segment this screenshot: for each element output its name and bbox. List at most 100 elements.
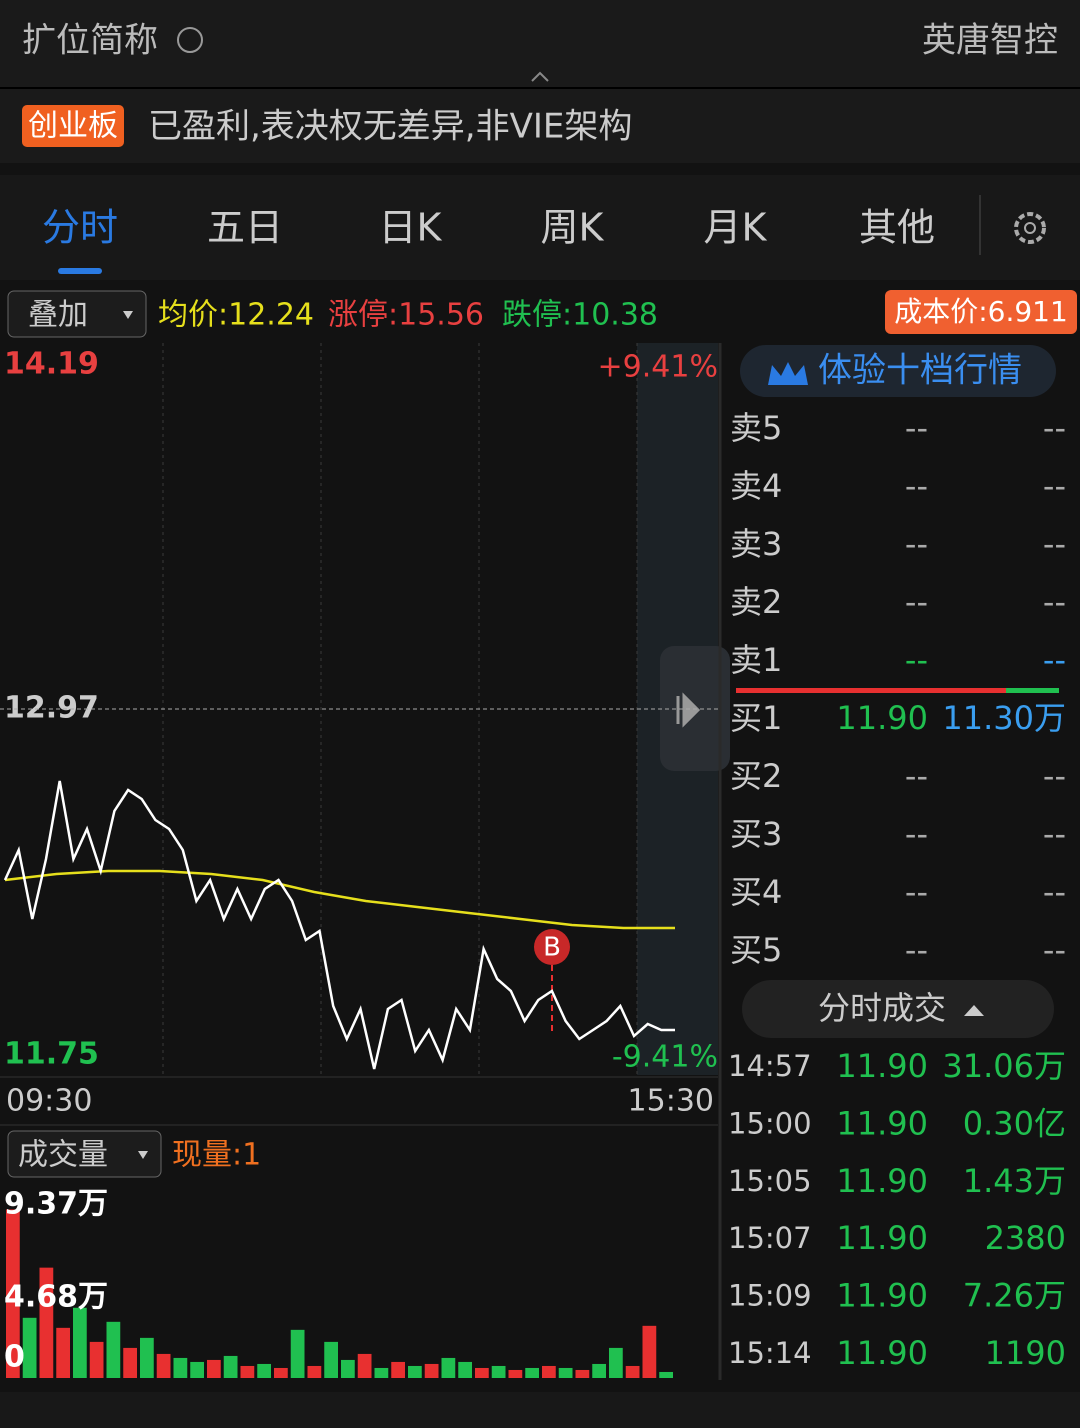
trade-volume: 31.06万 [942, 1047, 1066, 1085]
volume-bar [73, 1307, 87, 1378]
volume-bar [89, 1341, 104, 1378]
volume-bar [542, 1365, 556, 1378]
volume-bar [173, 1357, 188, 1378]
book-level: 买1 [730, 699, 782, 737]
volume-bar [475, 1367, 489, 1378]
cost-price: 成本价:6.911 [894, 295, 1068, 328]
tab[interactable]: 日K [379, 206, 443, 250]
book-volume: -- [1043, 583, 1066, 621]
book-level: 买5 [730, 931, 782, 969]
volume-bar [424, 1363, 439, 1378]
book-price: -- [905, 583, 928, 621]
volume-bar [508, 1369, 523, 1378]
volume-bar [558, 1367, 573, 1378]
y-tick-label: 0 [4, 1340, 25, 1375]
trade-volume: 1190 [985, 1334, 1066, 1372]
trade-price: 11.90 [836, 1162, 928, 1200]
volume-bar [592, 1363, 606, 1378]
volume-bar [257, 1363, 271, 1378]
volume-bar [190, 1361, 204, 1378]
volume-bar [659, 1371, 673, 1378]
trade-time: 15:05 [728, 1164, 812, 1198]
volume-bar [609, 1347, 623, 1378]
volume-bar [408, 1365, 422, 1378]
volume-bar [324, 1341, 338, 1378]
sort-icon [964, 1005, 984, 1016]
trade-marker[interactable] [534, 929, 570, 965]
book-volume: -- [1043, 873, 1066, 911]
volume-bar [223, 1355, 238, 1378]
book-volume: -- [1043, 467, 1066, 505]
board-label: 创业板 [28, 109, 118, 144]
price-line [3, 780, 675, 1070]
volume-bar [156, 1353, 171, 1378]
board-badge [22, 105, 124, 147]
trade-volume: 7.26万 [963, 1277, 1066, 1315]
book-price: -- [905, 815, 928, 853]
book-price: -- [905, 931, 928, 969]
volume-bar [391, 1361, 405, 1378]
tab[interactable]: 分时 [42, 206, 118, 250]
trades-title: 分时成交 [818, 989, 946, 1027]
tab[interactable]: 其他 [859, 206, 935, 250]
y-tick-label: 9.37万 [4, 1187, 108, 1222]
volume-select[interactable] [7, 1130, 162, 1178]
volume-bar [441, 1357, 456, 1378]
book-volume: -- [1043, 931, 1066, 969]
volume-bar [341, 1359, 355, 1378]
book-price: -- [905, 525, 928, 563]
tabs-bg [0, 175, 1080, 280]
upgrade-banner[interactable] [740, 345, 1056, 397]
book-price: -- [905, 873, 928, 911]
volume-bar [22, 1317, 37, 1378]
book-level: 买2 [730, 757, 782, 795]
book-volume: -- [1043, 757, 1066, 795]
overlay-select[interactable] [7, 290, 147, 338]
tab-underline [58, 268, 102, 274]
trade-volume: 1.43万 [963, 1162, 1066, 1200]
trade-price: 11.90 [836, 1277, 928, 1315]
book-volume: -- [1043, 641, 1066, 679]
tab[interactable]: 五日 [207, 206, 283, 250]
volume-bar [56, 1327, 70, 1378]
book-price: -- [905, 757, 928, 795]
volume-bar [207, 1359, 221, 1378]
stock-description: 已盈利,表决权无差异,非VIE架构 [148, 107, 632, 147]
volume-bar [575, 1369, 590, 1378]
pct-top: +9.41% [598, 350, 718, 385]
tab[interactable]: 周K [541, 206, 605, 250]
y-tick-label: 4.68万 [4, 1280, 108, 1315]
trades-header[interactable] [742, 980, 1054, 1038]
trade-marker-label: B [543, 933, 561, 963]
book-volume: -- [1043, 815, 1066, 853]
volume-bar [140, 1337, 154, 1378]
stock-name: 英唐智控 [922, 21, 1058, 61]
header-title[interactable]: 扩位简称 [22, 21, 158, 61]
help-icon[interactable] [177, 27, 203, 53]
ask-ratio-bar [1006, 688, 1059, 693]
volume-bar [274, 1367, 288, 1378]
book-price: 11.90 [836, 699, 928, 737]
volume-bar [525, 1367, 539, 1378]
y-tick-label: 14.19 [4, 347, 99, 382]
trade-volume: 2380 [985, 1219, 1066, 1257]
volume-selector: 成交量 [18, 1138, 108, 1173]
trade-time: 15:14 [728, 1336, 812, 1370]
trade-price: 11.90 [836, 1334, 928, 1372]
trade-time: 15:09 [728, 1279, 812, 1313]
trade-time: 15:00 [728, 1106, 812, 1140]
collapse-caret[interactable] [531, 71, 549, 82]
volume-bar [39, 1267, 54, 1378]
volume-bar [642, 1325, 657, 1378]
y-tick-label: 12.97 [4, 691, 99, 726]
volume-bar [307, 1365, 322, 1378]
book-price: -- [905, 641, 928, 679]
settings-icon[interactable] [1014, 212, 1046, 244]
book-level: 卖4 [730, 467, 782, 505]
book-level: 买3 [730, 815, 782, 853]
expand-icon [676, 692, 701, 728]
volume-bar [625, 1365, 640, 1378]
tab[interactable]: 月K [704, 206, 768, 250]
